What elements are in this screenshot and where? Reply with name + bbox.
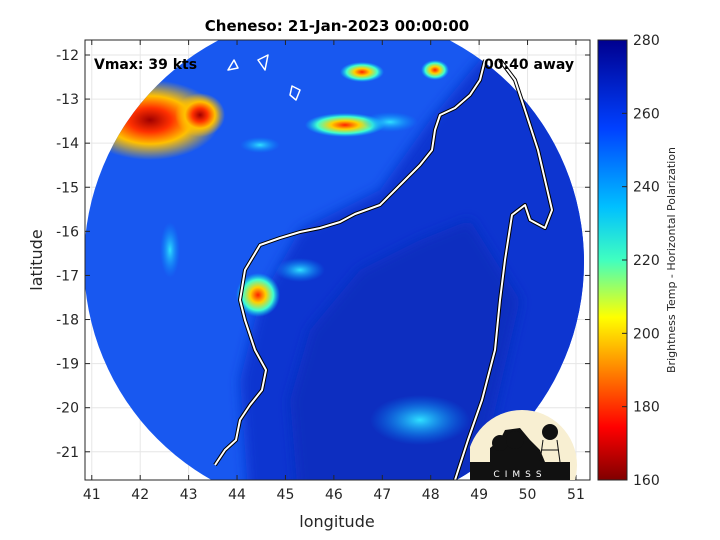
y-axis-label: latitude [27,229,46,290]
y-tick-label: -14 [56,136,79,152]
y-axis: -12 -13 -14 -15 -16 -17 -18 -19 -20 -21 [56,48,590,461]
colorbar-tick-label: 200 [633,326,660,342]
axes-box [84,39,591,481]
y-tick-label: -21 [56,445,79,461]
colorbar-tick-label: 180 [633,400,660,416]
x-tick-label: 48 [422,487,440,503]
colorbar-tick-label: 280 [633,33,660,49]
cimss-logo: CIMSS [470,410,577,480]
x-tick-label: 44 [228,487,246,503]
y-tick-label: -20 [56,401,79,417]
x-tick-label: 43 [180,487,198,503]
x-tick-label: 46 [325,487,343,503]
colorbar-label: Brightness Temp - Horizontal Polarizatio… [665,147,678,373]
colorbar-tick-label: 260 [633,106,660,122]
x-axis-label: longitude [299,512,374,531]
y-tick-label: -15 [56,180,79,196]
y-tick-label: -12 [56,48,79,64]
y-tick-label: -18 [56,313,79,329]
x-tick-label: 45 [277,487,295,503]
y-tick-label: -16 [56,224,79,240]
x-tick-label: 41 [83,487,101,503]
satellite-swath [85,40,584,480]
y-tick-label: -19 [56,357,79,373]
x-tick-label: 51 [567,487,585,503]
coastline [213,54,554,480]
x-axis: 41 42 43 44 45 46 47 48 49 50 51 [83,40,585,503]
vmax-label: Vmax: 39 kts [94,57,197,73]
x-tick-label: 47 [373,487,391,503]
y-tick-label: -17 [56,268,79,284]
colorbar-ticks: 280 260 240 220 200 180 160 [622,33,660,489]
colorbar-tick-label: 240 [633,180,660,196]
y-tick-label: -13 [56,92,79,108]
colorbar-tick-label: 220 [633,253,660,269]
x-tick-label: 50 [519,487,537,503]
colorbar-tick-label: 160 [633,473,660,489]
plot-title: Cheneso: 21-Jan-2023 00:00:00 [205,17,469,35]
x-tick-label: 49 [470,487,488,503]
x-tick-label: 42 [131,487,149,503]
logo-text: CIMSS [493,470,546,480]
time-away-label: 00:40 away [484,57,574,73]
